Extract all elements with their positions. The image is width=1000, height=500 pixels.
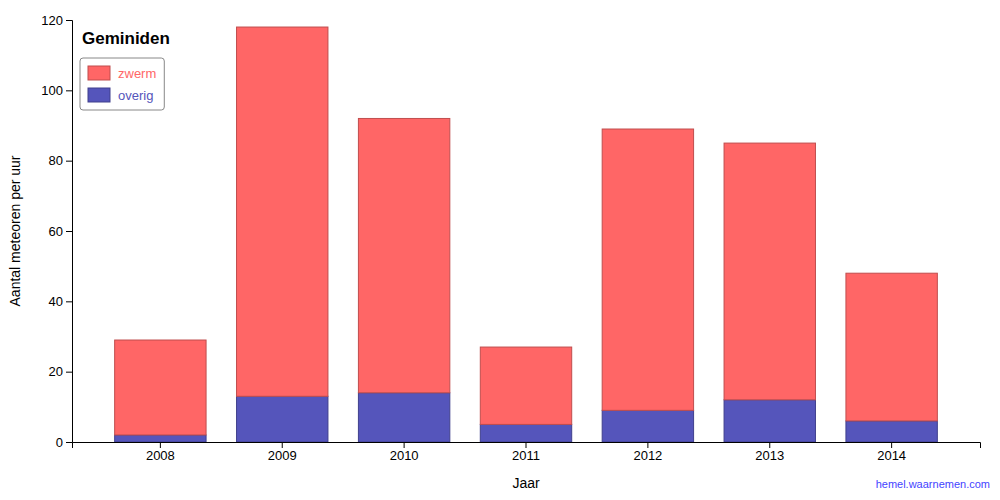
bar (358, 118, 449, 392)
bar (602, 129, 693, 410)
bar (480, 347, 571, 424)
legend-swatch (88, 66, 110, 80)
y-axis-line (66, 21, 73, 443)
x-tick: 2013 (755, 442, 784, 463)
x-axis: 2008 2009 2010 2011 2012 2013 2014 (73, 442, 981, 463)
legend-swatch (88, 88, 110, 102)
bar (724, 143, 815, 400)
x-tick: 2012 (633, 442, 662, 463)
legend: zwerm overig (80, 58, 164, 110)
chart: 2008 2009 2010 2011 2012 2013 2014 0 20 40 60 80 100… (0, 0, 1000, 500)
legend-item: zwerm (88, 66, 156, 81)
legend-item: overig (88, 88, 153, 103)
x-tick-label: 2014 (877, 448, 906, 463)
bars (115, 27, 938, 442)
plot: 2008 2009 2010 2011 2012 2013 2014 0 20 40 60 80 100… (41, 13, 980, 464)
x-tick-label: 2013 (755, 448, 784, 463)
y-tick-label: 20 (49, 364, 63, 379)
y-tick-mark (66, 442, 72, 443)
bar (480, 424, 571, 442)
y-tick: 0 (56, 435, 72, 450)
bar (115, 435, 206, 442)
y-tick-mark (66, 231, 72, 232)
bar (237, 27, 328, 396)
y-tick-label: 40 (49, 294, 63, 309)
y-tick-mark (66, 301, 72, 302)
y-tick-label: 0 (56, 435, 63, 450)
x-tick: 2014 (877, 442, 906, 463)
y-tick: 100 (41, 83, 72, 98)
legend-box (80, 58, 164, 110)
x-tick-label: 2009 (268, 448, 297, 463)
legend-label: overig (118, 88, 153, 103)
y-tick-label: 120 (41, 13, 63, 28)
y-axis-title: Aantal meteoren per uur (7, 155, 23, 306)
x-axis-title: Jaar (512, 475, 540, 491)
x-tick-label: 2012 (633, 448, 662, 463)
annotation: hemel.waarnemen.com (876, 478, 990, 490)
y-tick-mark (66, 372, 72, 373)
y-tick: 80 (49, 153, 72, 168)
y-tick-mark (66, 20, 72, 21)
x-tick-label: 2008 (146, 448, 175, 463)
y-tick-mark (66, 90, 72, 91)
x-tick-mark (647, 442, 648, 448)
legend-label: zwerm (118, 66, 156, 81)
x-tick: 2011 (512, 442, 540, 463)
x-tick: 2010 (390, 442, 419, 463)
y-tick-label: 100 (41, 83, 63, 98)
bar (115, 340, 206, 435)
y-tick: 40 (49, 294, 72, 309)
x-tick-mark (891, 442, 892, 448)
bar (724, 400, 815, 442)
y-tick-label: 60 (49, 224, 63, 239)
bar (237, 396, 328, 442)
y-tick: 20 (49, 364, 72, 379)
x-axis-line (73, 443, 981, 449)
x-tick-mark (404, 442, 405, 448)
y-tick-mark (66, 161, 72, 162)
x-tick-mark (282, 442, 283, 448)
x-tick-label: 2010 (390, 448, 419, 463)
y-axis: 0 20 40 60 80 100 120 (41, 13, 72, 450)
y-tick: 60 (49, 224, 72, 239)
x-tick: 2008 (146, 442, 175, 463)
x-tick-mark (160, 442, 161, 448)
bar (846, 273, 937, 421)
bar (846, 421, 937, 442)
bar-series (115, 27, 938, 435)
bar (602, 410, 693, 442)
x-tick-mark (526, 442, 527, 448)
y-tick-label: 80 (49, 153, 63, 168)
x-tick: 2009 (268, 442, 297, 463)
bar (358, 393, 449, 442)
x-tick-mark (769, 442, 770, 448)
title: Geminiden (82, 29, 170, 48)
x-tick-label: 2011 (512, 448, 540, 463)
y-tick: 120 (41, 13, 72, 28)
